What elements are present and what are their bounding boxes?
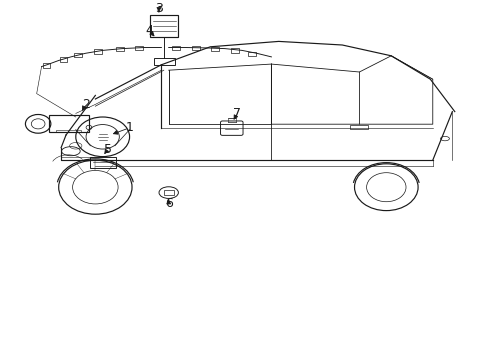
Bar bbox=[230, 48, 238, 53]
Bar bbox=[172, 46, 180, 50]
Bar bbox=[116, 47, 123, 51]
Text: 2: 2 bbox=[81, 98, 89, 111]
Bar bbox=[94, 49, 102, 54]
Bar bbox=[191, 46, 199, 50]
Bar bbox=[74, 53, 82, 57]
Text: 5: 5 bbox=[103, 143, 111, 156]
Bar bbox=[163, 190, 173, 195]
Bar bbox=[150, 15, 178, 37]
Bar bbox=[90, 157, 116, 168]
Bar bbox=[49, 115, 89, 132]
Bar bbox=[349, 125, 367, 129]
Text: 4: 4 bbox=[145, 24, 153, 37]
Bar bbox=[211, 47, 219, 51]
Text: 1: 1 bbox=[125, 121, 133, 134]
Bar bbox=[135, 46, 143, 50]
Bar bbox=[247, 52, 255, 56]
Bar bbox=[153, 58, 175, 65]
Bar bbox=[60, 57, 67, 62]
Text: 3: 3 bbox=[155, 3, 163, 15]
Text: 6: 6 bbox=[164, 197, 172, 210]
Bar bbox=[42, 63, 50, 68]
Text: 7: 7 bbox=[233, 107, 241, 120]
